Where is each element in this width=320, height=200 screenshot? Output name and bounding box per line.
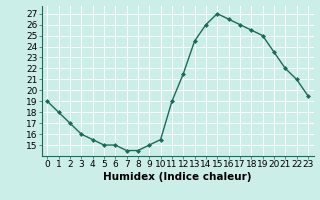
- X-axis label: Humidex (Indice chaleur): Humidex (Indice chaleur): [103, 172, 252, 182]
